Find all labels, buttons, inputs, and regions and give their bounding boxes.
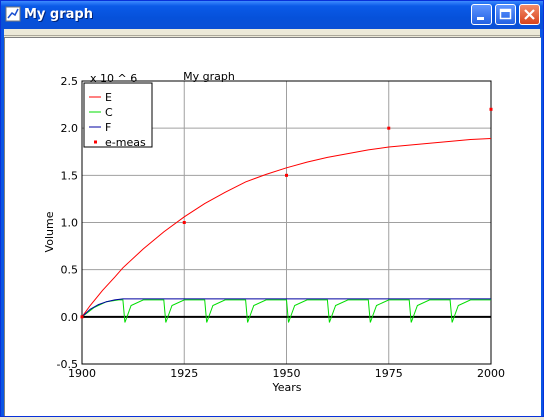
- series-group: [80, 107, 493, 323]
- data-point-e-meas: [80, 315, 84, 319]
- x-tick-label: 1975: [375, 367, 403, 380]
- y-tick-label: 0.5: [61, 264, 79, 277]
- y-tick-label: 1.0: [61, 217, 79, 230]
- maximize-button[interactable]: [495, 4, 516, 25]
- legend-box: [83, 82, 153, 148]
- window-client: 1900 1925 1950 1975 2000 -0.5 0.0 0.5 1.0 1.5 2.0 2…: [4, 29, 541, 416]
- menu-strip: [4, 29, 540, 36]
- y-axis-label: Volume: [43, 211, 56, 252]
- legend-label: C: [105, 106, 113, 119]
- y-multiplier-label: x 10 ^ 6: [90, 72, 137, 85]
- chart: 1900 1925 1950 1975 2000 -0.5 0.0 0.5 1.0 1.5 2.0 2…: [43, 70, 505, 394]
- y-tick-label: 1.5: [61, 169, 79, 182]
- title-bar[interactable]: My graph: [1, 1, 543, 29]
- graph-app-icon: [5, 6, 21, 22]
- data-point-e-meas: [387, 126, 391, 130]
- y-tick-label: -0.5: [57, 358, 78, 371]
- data-point-e-meas: [285, 173, 288, 177]
- tick-labels: 1900 1925 1950 1975 2000 -0.5 0.0 0.5 1.0 1.5 2.0 2…: [57, 75, 505, 380]
- y-tick-label: 2.0: [61, 122, 79, 135]
- x-axis-label: Years: [271, 381, 301, 394]
- legend-label: F: [105, 121, 111, 134]
- close-icon: [524, 9, 535, 20]
- plot-area: 1900 1925 1950 1975 2000 -0.5 0.0 0.5 1.0 1.5 2.0 2…: [4, 37, 541, 416]
- y-tick-label: 0.0: [61, 311, 79, 324]
- axes-frame: [81, 80, 492, 365]
- window-title: My graph: [24, 7, 93, 22]
- data-point-e-meas: [489, 107, 493, 111]
- legend-label: E: [105, 91, 112, 104]
- series-line-F: [81, 298, 491, 318]
- y-tick-label: 2.5: [61, 75, 79, 88]
- chart-title: My graph: [183, 70, 235, 83]
- legend-swatch-e-meas: [94, 140, 97, 144]
- minimize-icon: [477, 17, 484, 20]
- plot-frame: [81, 80, 492, 365]
- series-line-E: [81, 138, 492, 318]
- x-tick-label: 2000: [477, 367, 505, 380]
- series-line-C: [81, 299, 491, 323]
- close-button[interactable]: [519, 4, 540, 25]
- x-tick-label: 1925: [170, 367, 198, 380]
- data-point-e-meas: [182, 221, 186, 224]
- minimize-button[interactable]: [471, 4, 492, 25]
- x-tick-label: 1900: [68, 367, 96, 380]
- legend-label: e-meas: [105, 136, 146, 149]
- maximize-icon: [499, 8, 512, 20]
- x-tick-label: 1950: [273, 367, 301, 380]
